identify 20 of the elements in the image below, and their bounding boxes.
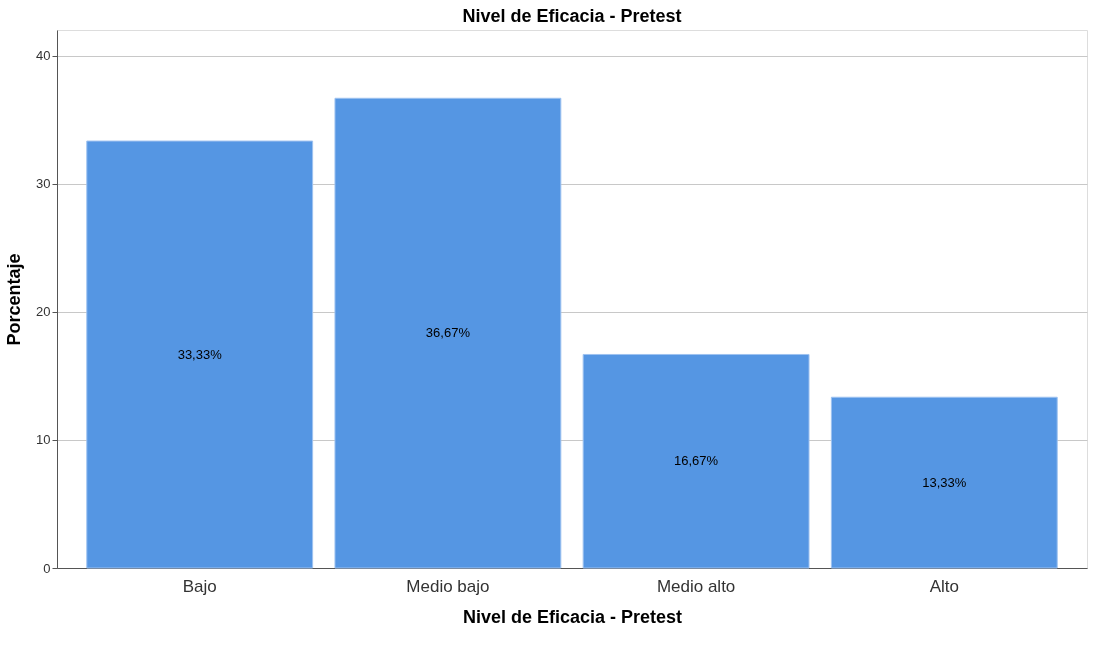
bar [582, 353, 810, 569]
y-tick-label: 30 [36, 176, 51, 192]
data-label: 13,33% [922, 474, 967, 490]
data-label: 16,67% [674, 453, 719, 469]
bar [830, 396, 1058, 569]
data-label: 36,67% [425, 325, 471, 341]
y-tick-label: 10 [36, 432, 51, 448]
y-tick-label: 0 [43, 560, 51, 576]
x-tick-label: Medio bajo [406, 576, 490, 596]
y-axis-title: Porcentaje [4, 253, 25, 346]
y-tick-label: 20 [36, 304, 51, 320]
x-tick-label: Alto [929, 576, 959, 596]
bar [334, 97, 562, 569]
y-tick-label: 40 [36, 48, 51, 64]
x-tick-label: Bajo [182, 576, 217, 596]
chart-title: Nivel de Eficacia - Pretest [462, 6, 682, 26]
x-tick-label: Medio alto [656, 576, 736, 596]
bar [86, 140, 314, 569]
x-axis-title: Nivel de Eficacia - Pretest [462, 606, 683, 627]
data-label: 33,33% [177, 346, 223, 362]
